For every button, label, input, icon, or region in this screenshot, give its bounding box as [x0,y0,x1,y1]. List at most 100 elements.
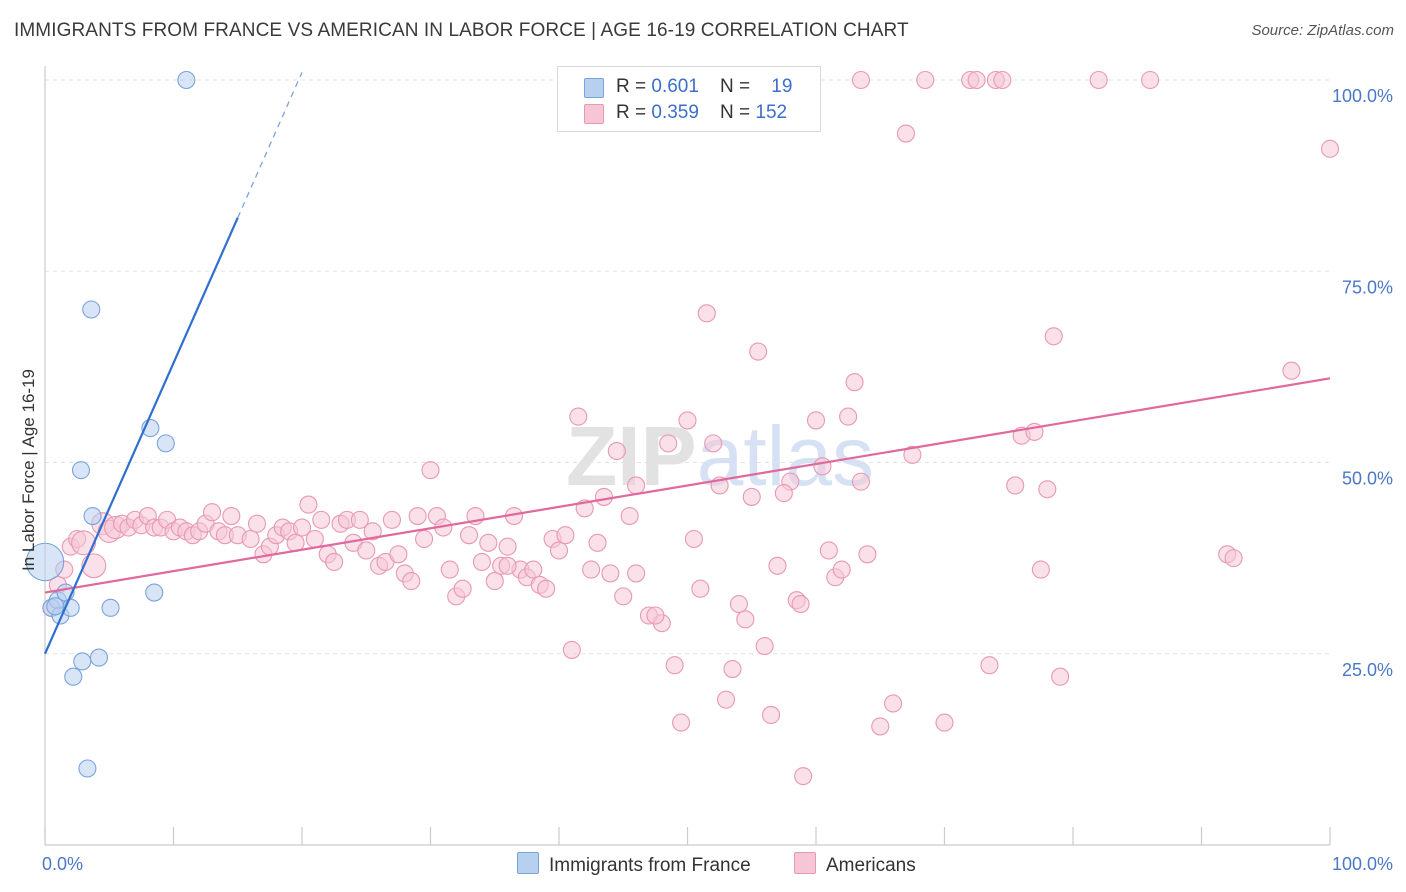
americans-point [884,694,903,713]
americans-point [871,717,890,736]
chart-title: IMMIGRANTS FROM FRANCE VS AMERICAN IN LA… [14,20,909,41]
americans-point [524,560,543,579]
americans-point [819,541,838,560]
americans-point [672,713,691,732]
france-point [83,506,102,526]
gridlines [45,79,1330,655]
france-point [78,759,97,778]
france-point [177,70,196,90]
americans-point [549,541,569,560]
france-point [89,648,109,667]
americans-point [472,552,491,572]
legend-r-label: R = [616,76,652,97]
americans-point [203,503,222,522]
americans-point [440,560,459,579]
americans-point [1224,549,1243,568]
americans-point [851,472,871,491]
americans-point [569,407,588,426]
americans-point [1051,667,1070,686]
americans-point [916,70,935,90]
americans-point [71,530,97,556]
americans-points [42,70,1340,786]
americans-point [479,533,498,552]
france-point [156,434,175,453]
bottom-legend-france: Immigrants from France [517,852,751,877]
americans-point [839,407,858,426]
americans-point [691,579,710,598]
americans-point [774,484,793,503]
americans-point [382,510,402,529]
legend: R = 0.601 N = 19 R = 0.359 N = 152 [557,66,821,132]
france-point [71,461,91,480]
americans-point [1089,70,1108,90]
americans-point [1031,560,1050,579]
legend-n-label: N = [720,102,756,123]
americans-point [620,506,639,526]
americans-point [1044,327,1063,346]
americans-point [292,518,312,537]
americans-point [684,529,703,549]
americans-point [498,537,517,556]
legend-r-value: 0.359 [651,102,699,123]
americans-point [761,705,781,725]
americans-point [791,594,810,614]
americans-point [421,461,440,480]
americans-point [582,560,601,579]
americans-point [794,767,813,786]
americans-point [742,487,761,506]
americans-point [813,457,832,476]
axes [44,66,1331,846]
americans-point [325,552,344,572]
americans-point [678,411,697,430]
americans-point [1006,476,1025,495]
france-point [82,300,101,319]
americans-point [993,70,1012,90]
x-tick-label: 0.0% [42,854,83,874]
americans-point [312,510,331,529]
americans-point [755,637,774,656]
americans-point [723,659,742,679]
americans-point [806,411,826,430]
france-point [64,667,83,686]
americans-point [537,579,556,598]
legend-r-value: 0.601 [651,76,699,97]
americans-point [1038,480,1057,499]
americans-point [498,556,517,575]
americans-point [402,572,421,591]
americans-point [594,487,614,506]
americans-point [81,553,107,579]
legend-n-value: 19 [771,76,793,97]
y-axis-label: In Labor Force | Age 16-19 [19,369,38,571]
americans-point [736,610,755,629]
americans-point [556,526,575,545]
americans-point [716,690,736,709]
americans-point [408,506,427,526]
x-tick-label: 100.0% [1332,854,1393,874]
americans-point [350,510,369,529]
americans-point [697,304,716,323]
americans-point [415,529,434,549]
bottom-legend-swatch-pink [794,852,816,874]
bottom-legend-swatch-blue [517,852,539,874]
france-point [101,598,120,617]
americans-point [967,70,986,90]
americans-point [896,124,916,143]
americans-point [588,533,607,552]
americans-point [299,495,318,514]
legend-swatch-pink [584,104,604,124]
americans-point [247,514,267,533]
americans-point [459,526,479,545]
americans-point [903,445,922,464]
americans-point [305,529,324,549]
americans-point [614,587,633,606]
france-points [25,70,196,778]
x-tick-labels: 0.0% 100.0% [42,854,1393,874]
y-tick-label: 25.0% [1342,660,1393,680]
americans-trend-line [44,377,1331,594]
americans-point [851,70,871,90]
americans-point [627,564,646,583]
americans-point [485,572,504,591]
bottom-legend-americans: Americans [794,852,916,877]
americans-point [704,434,723,453]
americans-point [222,506,241,526]
